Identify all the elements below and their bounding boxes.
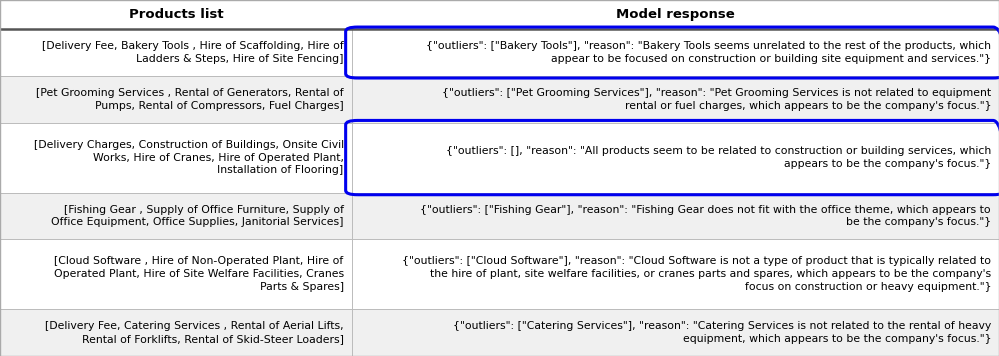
Bar (0, 193, 999, 239)
Bar (0, 309, 999, 356)
Text: {"outliers": ["Pet Grooming Services"], "reason": "Pet Grooming Services is not : {"outliers": ["Pet Grooming Services"], … (442, 88, 991, 111)
Text: {"outliers": [], "reason": "All products seem to be related to construction or b: {"outliers": [], "reason": "All products… (446, 146, 991, 169)
Text: {"outliers": ["Bakery Tools"], "reason": "Bakery Tools seems unrelated to the re: {"outliers": ["Bakery Tools"], "reason":… (426, 41, 991, 64)
Text: [Delivery Fee, Catering Services , Rental of Aerial Lifts,
Rental of Forklifts, : [Delivery Fee, Catering Services , Renta… (45, 321, 344, 344)
Text: [Pet Grooming Services , Rental of Generators, Rental of
Pumps, Rental of Compre: [Pet Grooming Services , Rental of Gener… (36, 88, 344, 111)
Text: [Fishing Gear , Supply of Office Furniture, Supply of
Office Equipment, Office S: [Fishing Gear , Supply of Office Furnitu… (51, 205, 344, 227)
Bar (0, 0, 999, 29)
Bar (0, 76, 999, 122)
Text: Model response: Model response (616, 8, 734, 21)
Bar (0, 239, 999, 309)
Text: [Delivery Charges, Construction of Buildings, Onsite Civil
Works, Hire of Cranes: [Delivery Charges, Construction of Build… (34, 140, 344, 176)
Bar (0, 29, 999, 76)
Text: [Cloud Software , Hire of Non-Operated Plant, Hire of
Operated Plant, Hire of Si: [Cloud Software , Hire of Non-Operated P… (54, 256, 344, 292)
Text: [Delivery Fee, Bakery Tools , Hire of Scaffolding, Hire of
Ladders & Steps, Hire: [Delivery Fee, Bakery Tools , Hire of Sc… (42, 41, 344, 64)
Text: {"outliers": ["Fishing Gear"], "reason": "Fishing Gear does not fit with the off: {"outliers": ["Fishing Gear"], "reason":… (421, 205, 991, 227)
Text: Products list: Products list (129, 8, 223, 21)
Text: {"outliers": ["Cloud Software"], "reason": "Cloud Software is not a type of prod: {"outliers": ["Cloud Software"], "reason… (402, 256, 991, 292)
Text: {"outliers": ["Catering Services"], "reason": "Catering Services is not related : {"outliers": ["Catering Services"], "rea… (453, 321, 991, 344)
Bar (0, 122, 999, 193)
